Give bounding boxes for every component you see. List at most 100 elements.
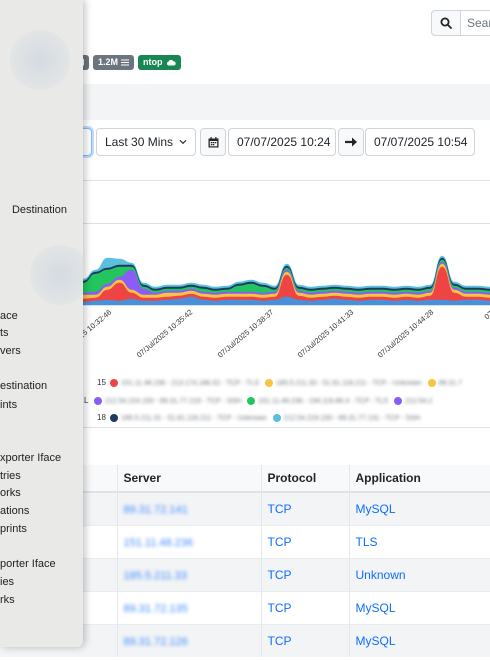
- table-row[interactable]: 89.31.72.126 TCP MySQL: [0, 623, 490, 657]
- legend-item[interactable]: 185.5.211.33 - 51.81.116.211 - TCP - Unk…: [265, 379, 422, 387]
- drawer-menu-item[interactable]: ies: [0, 576, 15, 588]
- legend-item[interactable]: 151.11.48.236 - 213.174.186.52 - TCP - T…: [110, 379, 259, 387]
- drawer-menu-item[interactable]: tries: [0, 470, 21, 482]
- flows-count-label: 1.2M: [98, 57, 119, 67]
- begin-date-input[interactable]: 07/07/2025 10:24: [228, 128, 336, 156]
- application-link[interactable]: TLS: [355, 534, 378, 549]
- drawer-menu-item[interactable]: ations: [0, 505, 30, 517]
- drawer-menu-item[interactable]: porter Iface: [0, 558, 56, 570]
- application-link[interactable]: MySQL: [355, 501, 396, 516]
- ntop-label: ntop: [143, 57, 163, 67]
- server-link[interactable]: 89.31.72.141: [123, 503, 188, 516]
- protocol-link[interactable]: TCP: [267, 633, 292, 648]
- legend-item[interactable]: 212.54.2: [394, 397, 432, 405]
- drawer-menu-item[interactable]: estination: [0, 380, 48, 392]
- legend-label: 185.5.211.31 - 51.81.116.211 - TCP - Unk…: [121, 414, 267, 422]
- protocol-cell: TCP: [260, 623, 349, 657]
- chart-top-border: [0, 223, 490, 224]
- legend-label: 89.31.7: [438, 379, 463, 387]
- legend-color-dot: [110, 379, 118, 387]
- drawer-menu-item[interactable]: ace: [0, 310, 18, 322]
- legend-item[interactable]: 151.11.48.236 - 194.116.86.4 - TCP - TLS: [247, 397, 388, 405]
- sidebar-drawer: Destination ace ts vers estination ints xporte…: [0, 0, 83, 647]
- legend-label: 212.54.224.150 - 89.31.77.131 - TCP - SS…: [283, 414, 421, 422]
- server-cell: 185.5.211.33: [116, 557, 261, 591]
- divider: [0, 180, 490, 181]
- drawer-menu-item[interactable]: ts: [0, 327, 9, 339]
- legend-item[interactable]: 212.54.224.150 - 89.31.77.131 - TCP - SS…: [272, 414, 421, 422]
- search-icon: [440, 17, 452, 29]
- drawer-glow: [10, 30, 70, 90]
- end-date-input[interactable]: 07/07/2025 10:54: [365, 128, 475, 156]
- chart-bottom-border: [0, 427, 490, 428]
- server-link[interactable]: 89.31.72.135: [123, 602, 188, 615]
- x-tick-label: 07/Jul/2025 10:35:42: [135, 308, 194, 360]
- legend-row-1: 151.11.48.236 - 213.174.186.52 - TCP - T…: [110, 379, 462, 387]
- legend-item[interactable]: 185.5.211.31 - 51.81.116.211 - TCP - Unk…: [110, 414, 267, 422]
- server-link[interactable]: 185.5.211.33: [123, 569, 187, 582]
- drawer-menu-item[interactable]: prints: [0, 523, 27, 535]
- protocol-link[interactable]: TCP: [267, 501, 292, 516]
- legend-color-dot: [265, 379, 274, 387]
- chevron-down-icon: [179, 139, 187, 145]
- legend-label: 185.5.211.33 - 51.81.116.211 - TCP - Unk…: [276, 379, 422, 387]
- protocol-link[interactable]: TCP: [267, 567, 292, 582]
- column-header-server[interactable]: Server: [116, 465, 261, 493]
- legend-prefix: 18: [97, 413, 106, 422]
- legend-color-dot: [272, 414, 281, 422]
- server-cell: 89.31.72.126: [116, 623, 261, 657]
- application-cell: Unknown: [348, 557, 490, 591]
- column-header-application[interactable]: Application: [348, 465, 490, 493]
- calendar-button[interactable]: [200, 128, 226, 156]
- legend-color-dot: [110, 414, 118, 422]
- legend-item[interactable]: 212.54.224.150 - 89.31.77.219 - TCP - SS…: [94, 397, 241, 405]
- cloud-icon: [166, 59, 176, 66]
- table-row[interactable]: 89.31.72.135 TCP MySQL: [0, 590, 490, 624]
- server-link[interactable]: 151.11.48.236: [123, 536, 194, 549]
- drawer-menu-item[interactable]: Destination: [11, 204, 67, 216]
- application-cell: TLS: [348, 524, 490, 558]
- legend-prefix: 15: [97, 378, 106, 387]
- drawer-menu-item[interactable]: orks: [0, 487, 21, 499]
- ntop-cloud-badge[interactable]: ntop: [138, 55, 181, 70]
- drawer-menu-item[interactable]: rks: [0, 594, 15, 606]
- protocol-cell: TCP: [260, 491, 349, 525]
- protocol-link[interactable]: TCP: [267, 600, 292, 615]
- server-cell: 89.31.72.141: [116, 491, 261, 525]
- legend-label: 151.11.48.236 - 213.174.186.52 - TCP - T…: [121, 379, 260, 387]
- legend-label: 212.54.224.150 - 89.31.77.219 - TCP - SS…: [105, 397, 242, 405]
- search-bar: Sear: [431, 10, 490, 36]
- application-link[interactable]: Unknown: [355, 567, 406, 582]
- column-header-protocol[interactable]: Protocol: [260, 465, 349, 493]
- time-range-select[interactable]: Last 30 Mins: [96, 128, 196, 156]
- legend-color-dot: [394, 397, 403, 405]
- x-tick-label: 07/: [483, 307, 490, 321]
- search-input[interactable]: Sear: [461, 10, 490, 36]
- application-cell: MySQL: [348, 623, 490, 657]
- legend-color-dot: [427, 379, 436, 387]
- time-range-label: Last 30 Mins: [105, 135, 174, 149]
- application-cell: MySQL: [348, 491, 490, 525]
- server-link[interactable]: 89.31.72.126: [123, 635, 188, 648]
- x-tick-label: 07/Jul/2025 10:44:28: [376, 308, 435, 360]
- legend-label: 151.11.48.236 - 194.116.86.4 - TCP - TLS: [258, 397, 389, 405]
- range-arrow-button[interactable]: [338, 128, 364, 156]
- drawer-menu-item[interactable]: ints: [0, 399, 18, 411]
- search-button[interactable]: [431, 10, 461, 36]
- drawer-menu-item[interactable]: vers: [0, 345, 21, 357]
- legend-row-3: 185.5.211.31 - 51.81.116.211 - TCP - Unk…: [110, 414, 420, 422]
- protocol-link[interactable]: TCP: [267, 534, 292, 549]
- legend-row-2: 212.54.224.150 - 89.31.77.219 - TCP - SS…: [94, 397, 432, 405]
- server-cell: 89.31.72.135: [116, 590, 261, 624]
- flows-count-badge[interactable]: 1.2M: [93, 55, 135, 70]
- legend-item[interactable]: 89.31.7: [427, 379, 463, 387]
- list-icon: [121, 59, 130, 66]
- calendar-icon: [208, 136, 218, 147]
- drawer-menu-item[interactable]: xporter Iface: [0, 452, 62, 464]
- server-cell: 151.11.48.236: [116, 524, 261, 558]
- legend-label: 212.54.2: [405, 397, 433, 405]
- application-link[interactable]: MySQL: [355, 633, 396, 648]
- x-tick-label: 07/Jul/2025 10:38:37: [216, 308, 275, 360]
- application-link[interactable]: MySQL: [355, 600, 396, 615]
- series-area-0: [0, 296, 490, 306]
